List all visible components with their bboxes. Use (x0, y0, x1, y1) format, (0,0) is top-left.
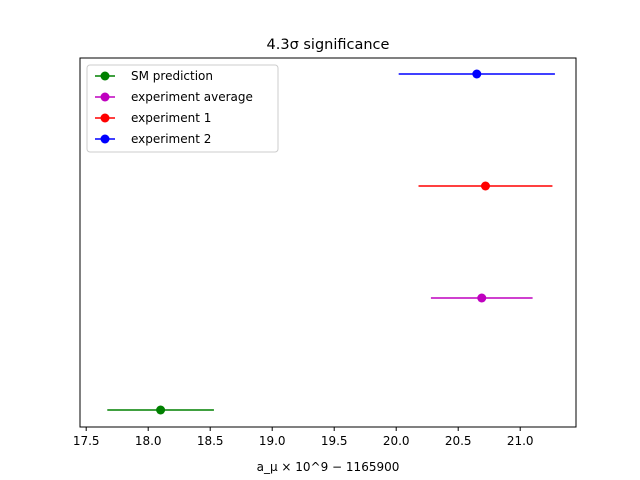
series-2 (418, 181, 553, 191)
x-tick-label: 19.5 (321, 434, 348, 448)
legend-label: experiment 2 (131, 132, 211, 146)
chart-title: 4.3σ significance (267, 37, 390, 53)
legend-item: experiment average (95, 90, 253, 104)
x-tick-label: 20.5 (445, 434, 472, 448)
x-tick-label: 20.0 (383, 434, 410, 448)
x-axis-label: a_μ × 10^9 − 1165900 (257, 460, 400, 474)
data-point (480, 181, 490, 191)
legend-item: experiment 1 (95, 111, 211, 125)
legend-item: experiment 2 (95, 132, 211, 146)
legend: SM prediction experiment average experimen… (86, 64, 279, 153)
legend-marker (100, 92, 110, 102)
x-axis-ticks: 17.5 18.0 18.5 19.0 19.5 20.0 20.5 21.0 (73, 427, 534, 448)
data-point (472, 69, 482, 79)
legend-item: SM prediction (95, 69, 213, 83)
series-layer (107, 69, 555, 415)
x-tick-label: 19.0 (259, 434, 286, 448)
x-tick-label: 18.5 (197, 434, 224, 448)
legend-marker (100, 113, 110, 123)
x-tick-label: 18.0 (135, 434, 162, 448)
legend-label: SM prediction (131, 69, 213, 83)
legend-box (86, 64, 279, 153)
series-0 (107, 405, 214, 415)
data-point (477, 293, 487, 303)
legend-marker (100, 134, 110, 144)
legend-label: experiment 1 (131, 111, 211, 125)
legend-marker (100, 71, 110, 81)
series-3 (398, 69, 555, 79)
data-point (156, 405, 166, 415)
plot-frame (79, 57, 577, 428)
x-tick-label: 17.5 (73, 434, 100, 448)
legend-label: experiment average (131, 90, 253, 104)
x-tick-label: 21.0 (507, 434, 534, 448)
series-1 (430, 293, 533, 303)
